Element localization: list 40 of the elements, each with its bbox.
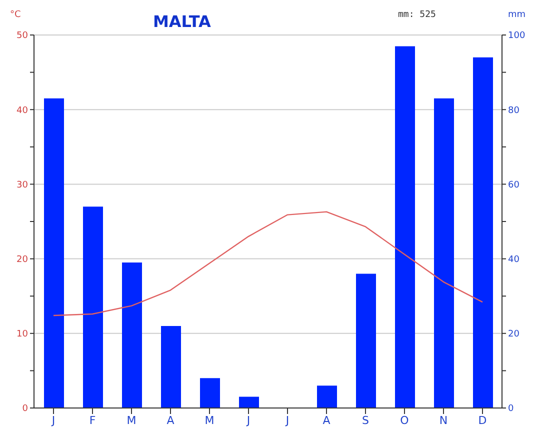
x-tick-label: A xyxy=(322,414,331,427)
chart-title: MALTA xyxy=(153,12,211,31)
bar xyxy=(239,396,259,408)
bar xyxy=(122,262,142,408)
y-axis-title: °C xyxy=(10,10,21,20)
x-tick-label: O xyxy=(400,414,410,427)
x-tick-label: N xyxy=(439,414,448,427)
bar xyxy=(356,274,376,408)
text: mm: 525 xyxy=(398,10,436,20)
bar xyxy=(317,386,337,408)
y-tick-label: 10 xyxy=(16,330,28,340)
line-series xyxy=(52,211,484,316)
y2-tick-label: 60 xyxy=(508,180,520,190)
bar xyxy=(434,98,454,408)
bar xyxy=(44,98,64,408)
x-tick-label: M xyxy=(204,414,214,427)
x-tick-label: S xyxy=(362,414,370,427)
x-tick-label: J xyxy=(50,414,56,427)
bar xyxy=(395,46,415,408)
x-tick-label: J xyxy=(284,414,290,427)
bar xyxy=(83,206,103,408)
x-tick-label: J xyxy=(246,414,250,427)
bar xyxy=(161,326,181,408)
bar xyxy=(473,57,493,408)
y-tick-label: 0 xyxy=(22,404,28,414)
y-tick-label: 50 xyxy=(16,31,28,42)
y2-axis-title: mm xyxy=(508,10,526,20)
y-tick-label: 20 xyxy=(16,254,28,265)
x-tick-label: F xyxy=(89,414,96,427)
y2-tick-label: 40 xyxy=(508,254,520,265)
y2-tick-label: 80 xyxy=(508,106,520,116)
x-tick-label: M xyxy=(126,414,136,427)
x-tick-label: A xyxy=(166,414,175,427)
y-tick-label: 30 xyxy=(16,180,28,190)
y2-tick-label: 0 xyxy=(508,404,514,414)
y2-tick-label: 100 xyxy=(508,31,526,42)
y2-tick-label: 20 xyxy=(508,330,520,340)
y-tick-label: 40 xyxy=(16,106,28,116)
bar xyxy=(200,378,220,408)
x-tick-label: D xyxy=(478,414,487,427)
